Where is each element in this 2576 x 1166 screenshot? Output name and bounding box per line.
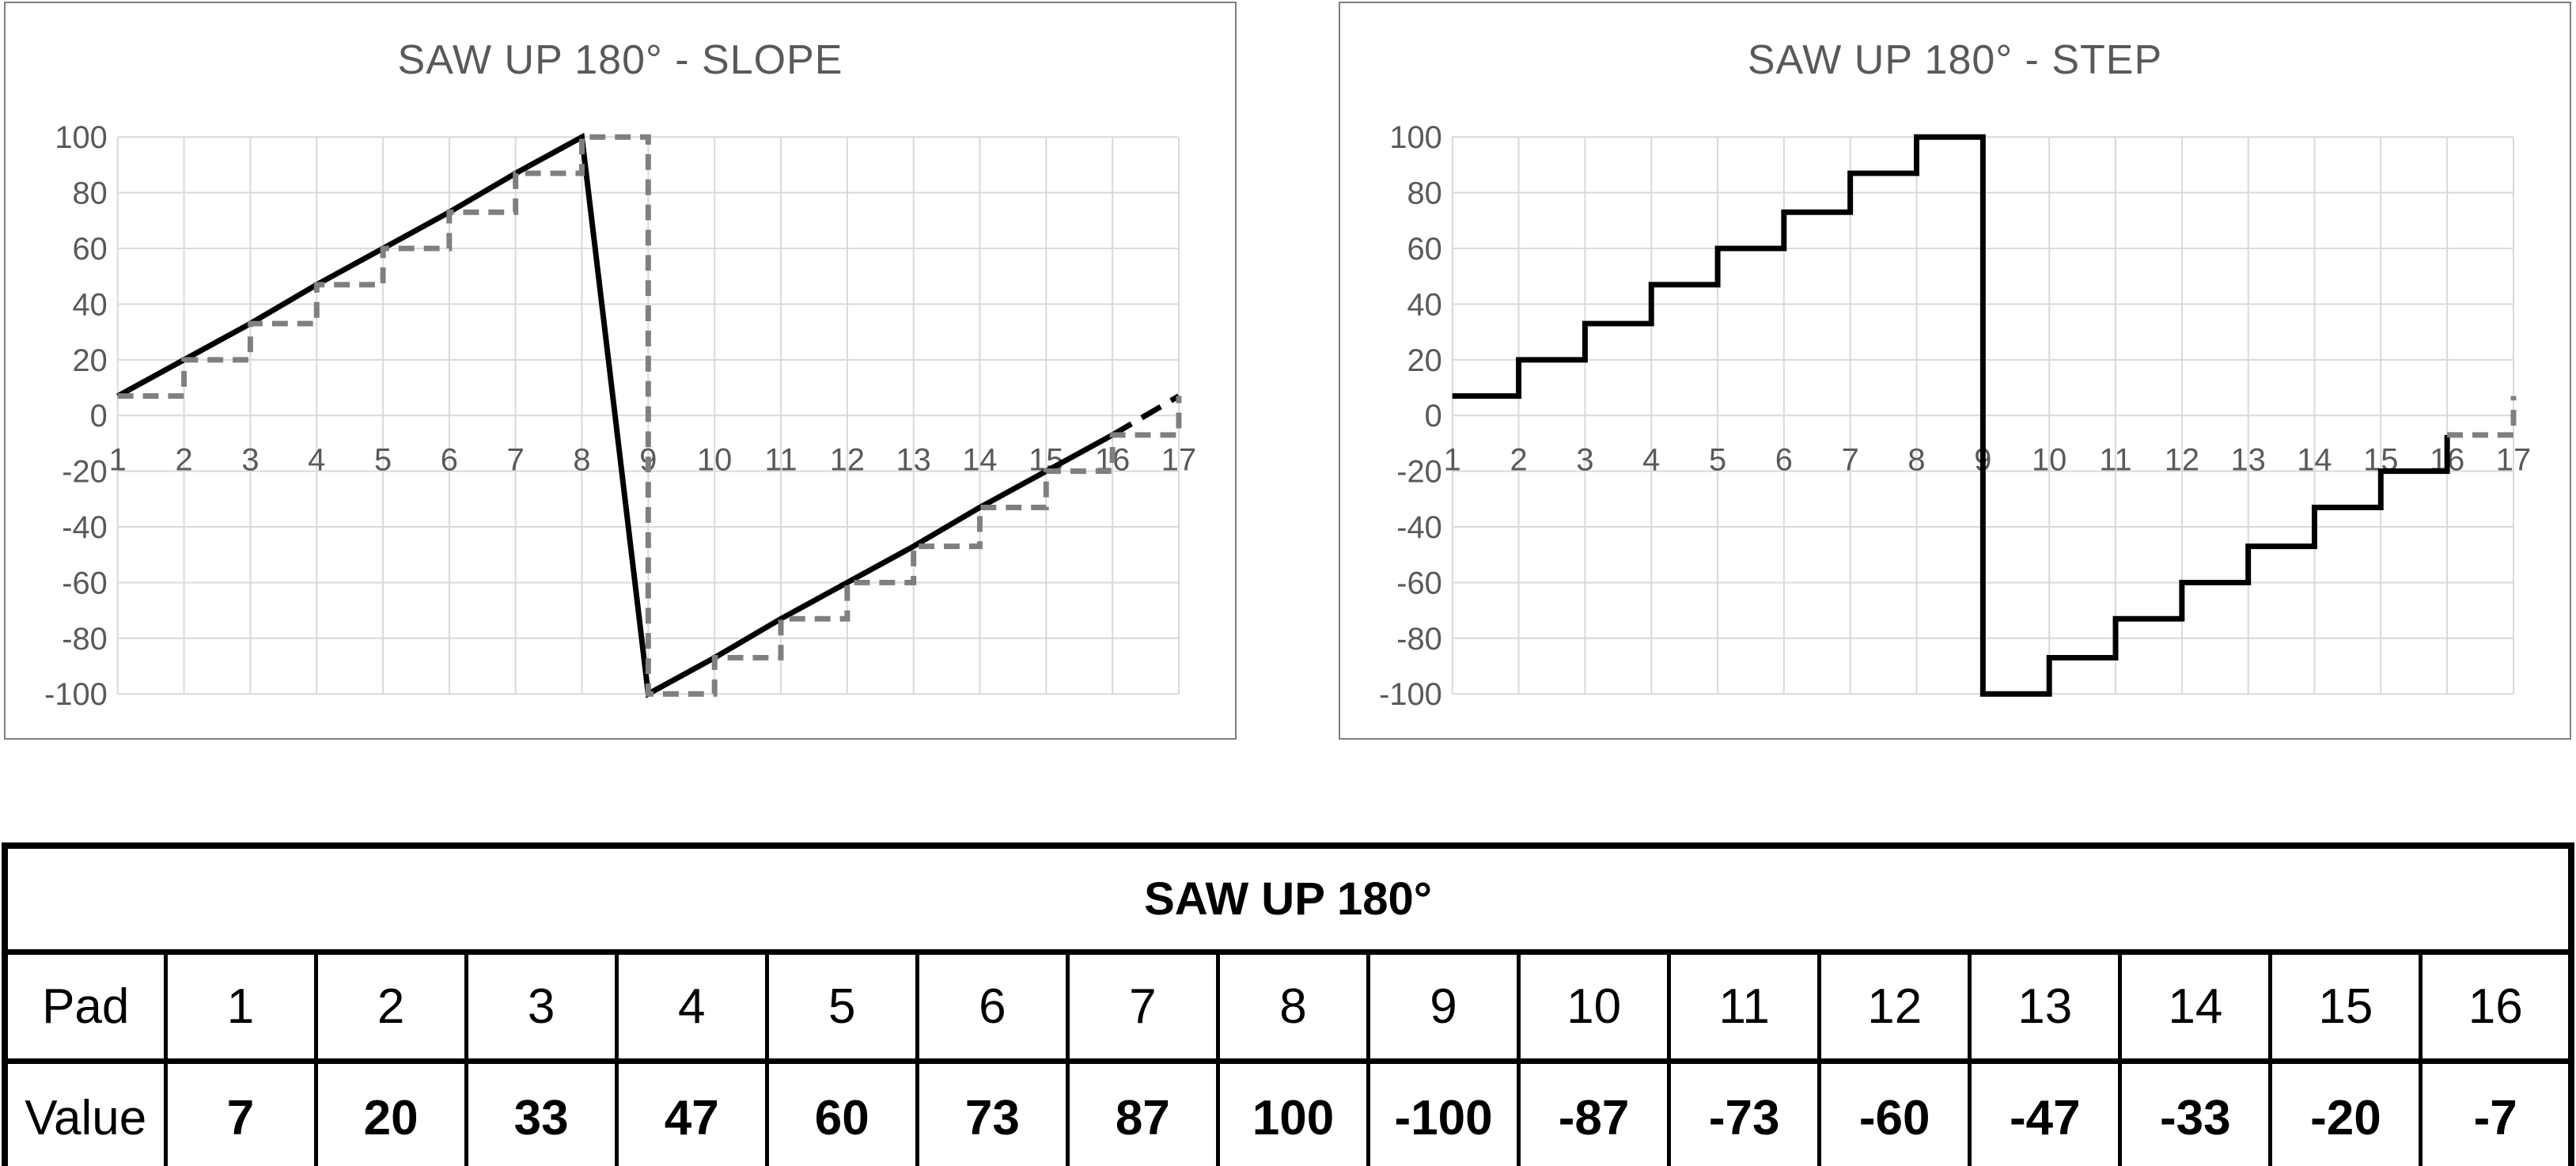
y-tick-label: 60	[72, 232, 107, 267]
y-tick-label: 20	[1407, 343, 1441, 378]
y-tick-label: 100	[1389, 120, 1441, 155]
value-cell-9: -100	[1366, 1059, 1521, 1166]
pad-cell-12: 12	[1817, 950, 1972, 1064]
y-tick-label: -60	[62, 566, 108, 600]
pad-cell-7: 7	[1065, 950, 1220, 1064]
pad-cell-3: 3	[464, 950, 619, 1064]
x-tick-label: 14	[962, 442, 997, 477]
value-cell-4: 47	[614, 1059, 769, 1166]
value-cell-15: -20	[2268, 1059, 2423, 1166]
x-tick-label: 6	[1775, 442, 1793, 477]
step-overlay-gray-dashed	[117, 134, 1182, 697]
step-chart-title: SAW UP 180° - STEP	[1747, 37, 2163, 83]
pad-cell-11: 11	[1667, 950, 1822, 1064]
x-tick-label: 13	[2231, 442, 2266, 477]
y-tick-label: 40	[72, 287, 107, 322]
pad-cell-6: 6	[915, 950, 1070, 1064]
x-tick-label: 6	[441, 442, 458, 477]
y-tick-label: 80	[1407, 176, 1441, 211]
value-row-header: Value	[2, 1059, 168, 1166]
x-tick-label: 12	[2165, 442, 2199, 477]
value-cell-12: -60	[1817, 1059, 1972, 1166]
pad-cell-5: 5	[764, 950, 919, 1064]
x-tick-label: 7	[507, 442, 525, 477]
pad-cell-9: 9	[1366, 950, 1521, 1064]
y-tick-label: -60	[1396, 566, 1442, 600]
x-tick-label: 10	[2032, 442, 2066, 477]
y-tick-label: -100	[44, 677, 108, 712]
pad-cell-8: 8	[1215, 950, 1371, 1064]
value-cell-8: 100	[1215, 1059, 1371, 1166]
x-tick-label: 11	[764, 442, 797, 477]
value-cell-13: -47	[1968, 1059, 2123, 1166]
x-tick-label: 3	[1576, 442, 1593, 477]
y-tick-label: 100	[55, 120, 107, 155]
y-tick-label: 80	[72, 176, 107, 211]
pad-cell-1: 1	[163, 950, 318, 1064]
x-tick-label: 10	[697, 442, 732, 477]
value-cell-5: 60	[764, 1059, 919, 1166]
x-tick-label: 1	[109, 442, 127, 477]
x-tick-label: 17	[1161, 442, 1196, 477]
step-line-solid	[1452, 134, 2450, 697]
x-tick-label: 13	[896, 442, 931, 477]
y-tick-label: -100	[1379, 677, 1442, 712]
x-tick-label: 8	[1907, 442, 1925, 477]
value-cell-7: 87	[1065, 1059, 1220, 1166]
value-cell-16: -7	[2419, 1059, 2574, 1166]
x-tick-label: 11	[2099, 442, 2131, 477]
slope-line-next-cycle-dashed	[1111, 393, 1180, 437]
table-title: SAW UP 180°	[2, 843, 2574, 955]
pad-cell-15: 15	[2268, 950, 2423, 1064]
value-cell-1: 7	[163, 1059, 318, 1166]
x-tick-label: 3	[241, 442, 259, 477]
y-tick-label: 0	[1425, 399, 1442, 433]
pad-value-table: SAW UP 180° Pad 1 2 3 4 5 6 7 8 9 10 11 12 13 14 15 16 Val…	[2, 842, 2574, 1166]
y-tick-label: -40	[62, 510, 108, 545]
x-tick-label: 4	[308, 442, 325, 477]
value-cell-11: -73	[1667, 1059, 1822, 1166]
pad-cell-14: 14	[2118, 950, 2273, 1064]
x-tick-label: 14	[2297, 442, 2332, 477]
slope-line-solid	[116, 132, 1114, 698]
x-tick-label: 5	[374, 442, 392, 477]
y-tick-label: -40	[1396, 510, 1442, 545]
x-tick-label: 2	[1510, 442, 1527, 477]
pad-cell-2: 2	[313, 950, 468, 1064]
value-cell-14: -33	[2118, 1059, 2273, 1166]
y-tick-label: -80	[1396, 622, 1442, 657]
x-tick-label: 7	[1842, 442, 1859, 477]
x-tick-label: 4	[1642, 442, 1660, 477]
pad-row-header: Pad	[2, 950, 168, 1064]
y-tick-label: -20	[1396, 455, 1442, 490]
pad-cell-16: 16	[2419, 950, 2574, 1064]
slope-chart-title: SAW UP 180° - SLOPE	[397, 37, 843, 83]
x-tick-label: 8	[573, 442, 590, 477]
value-cell-2: 20	[313, 1059, 468, 1166]
x-tick-label: 5	[1709, 442, 1726, 477]
pad-cell-4: 4	[614, 950, 769, 1064]
slope-chart-panel: 100 80 60 40 20 0 -20 -40 -60 -80 -100 1 2 3 4 5 6 7 8 9 10 1…	[4, 2, 1237, 740]
step-chart-panel: 100 80 60 40 20 0 -20 -40 -60 -80 -100 1 2 3 4 5 6 7 8 9 10 1…	[1339, 2, 2571, 740]
pad-cell-13: 13	[1968, 950, 2123, 1064]
y-tick-label: 40	[1407, 287, 1441, 322]
x-tick-label: 12	[830, 442, 865, 477]
value-cell-3: 33	[464, 1059, 619, 1166]
value-cell-6: 73	[915, 1059, 1070, 1166]
x-tick-label: 1	[1444, 442, 1461, 477]
y-tick-label: 60	[1407, 232, 1441, 267]
y-tick-label: -20	[62, 455, 108, 490]
pad-cell-10: 10	[1517, 950, 1672, 1064]
y-tick-label: 20	[72, 343, 107, 378]
x-tick-label: 2	[175, 442, 192, 477]
y-tick-label: -80	[62, 622, 108, 657]
y-tick-label: 0	[90, 399, 108, 433]
value-cell-10: -87	[1517, 1059, 1672, 1166]
x-tick-label: 17	[2496, 442, 2531, 477]
